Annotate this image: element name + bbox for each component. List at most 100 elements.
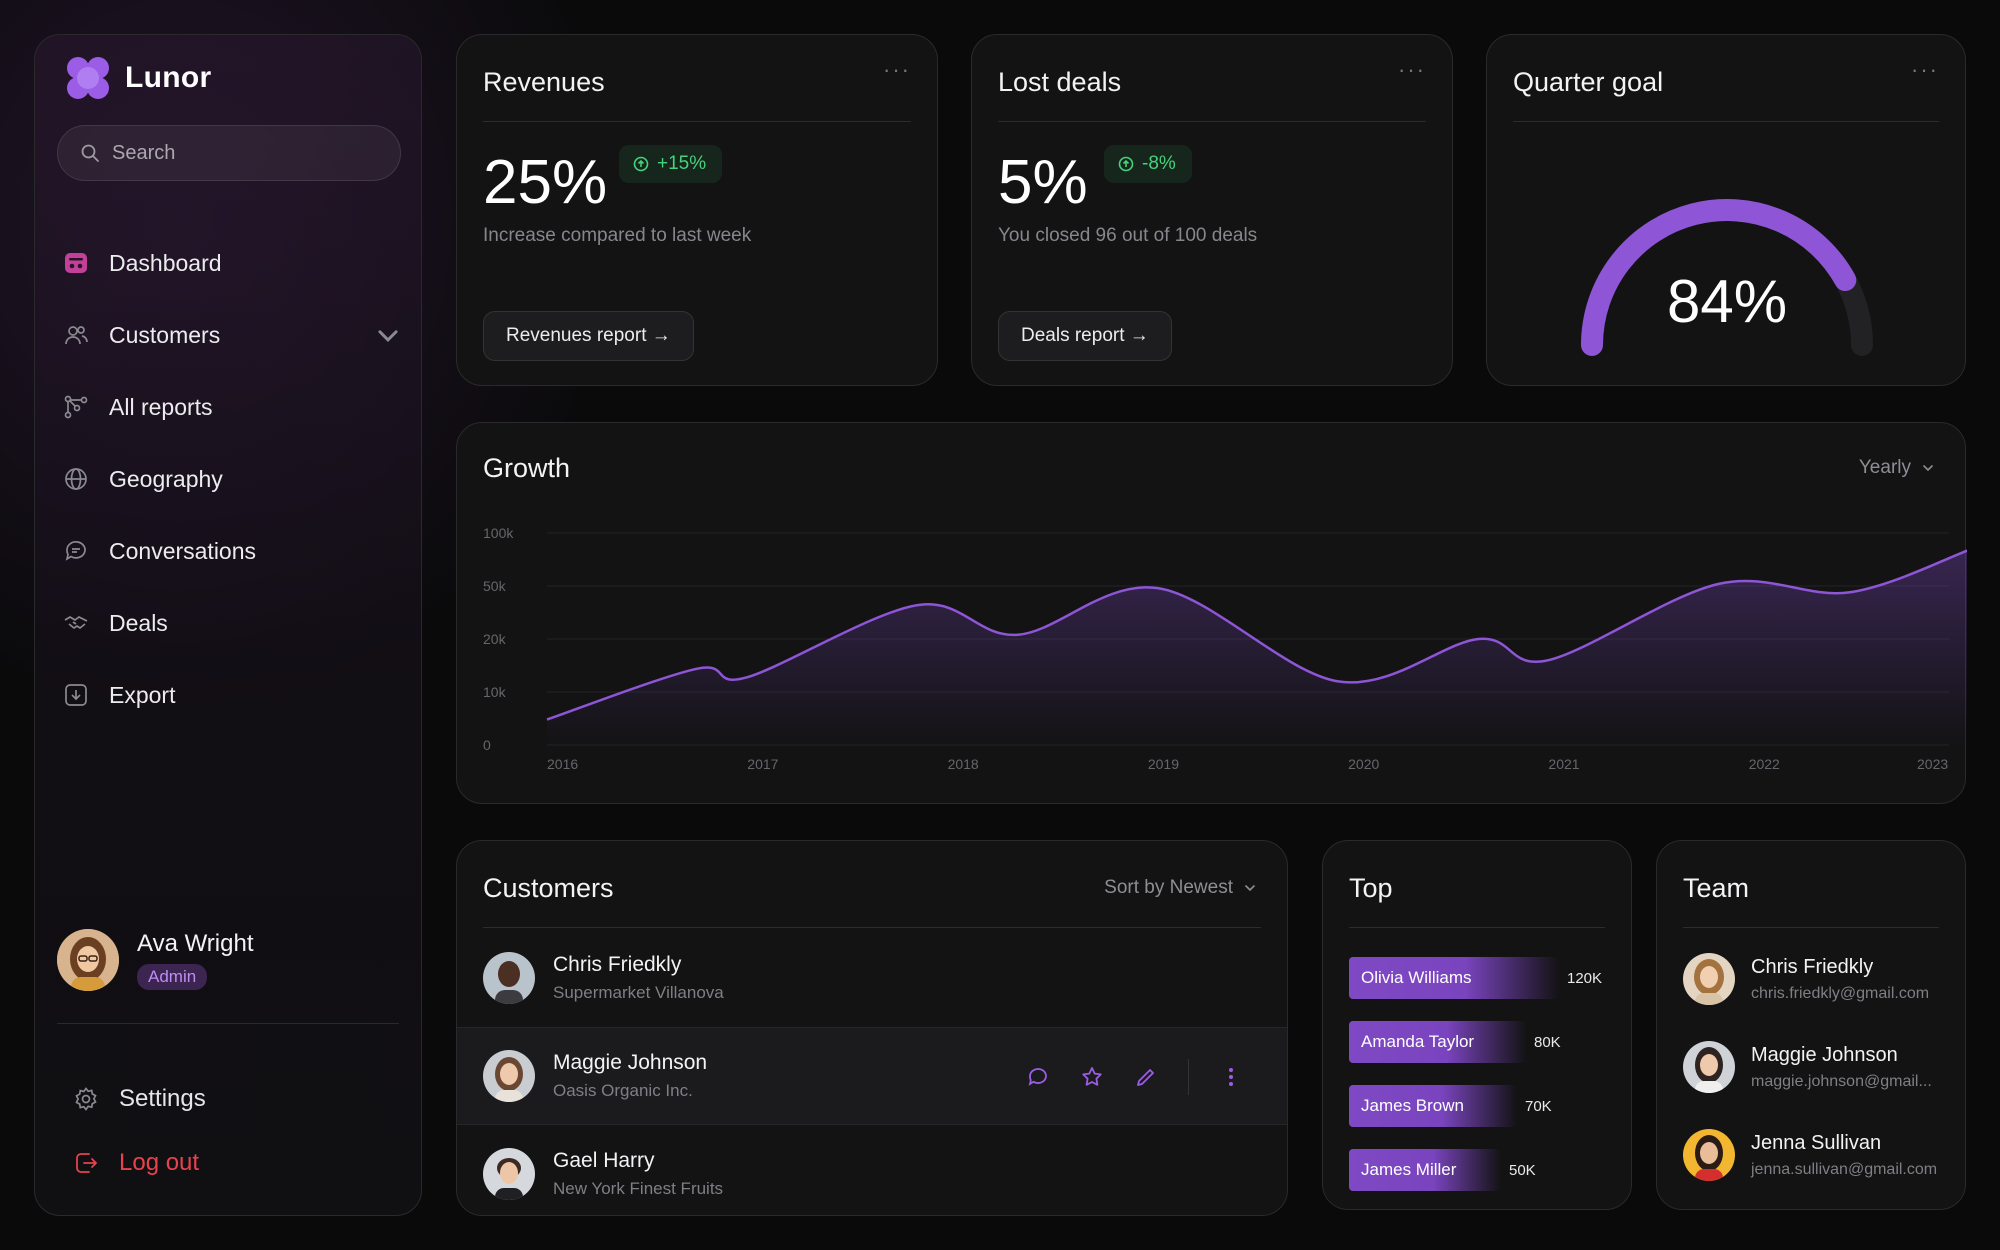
card-title: Top — [1349, 873, 1393, 903]
change-badge: -8% — [1104, 145, 1192, 183]
sidebar-item-conversations[interactable]: Conversations — [61, 515, 401, 587]
team-member[interactable]: Jenna Sullivan jenna.sullivan@gmail.com — [1683, 1129, 1937, 1181]
card-title: Quarter goal — [1513, 67, 1664, 97]
star-icon[interactable] — [1080, 1065, 1104, 1089]
divider — [57, 1023, 399, 1024]
team-member[interactable]: Maggie Johnson maggie.johnson@gmail... — [1683, 1041, 1932, 1093]
period-select[interactable]: Yearly — [1859, 457, 1935, 479]
member-name: Maggie Johnson — [1751, 1043, 1898, 1066]
edit-icon[interactable] — [1134, 1065, 1158, 1089]
team-member[interactable]: Chris Friedkly chris.friedkly@gmail.com — [1683, 953, 1929, 1005]
avatar — [1683, 1129, 1735, 1181]
sidebar-item-label: Deals — [109, 609, 168, 636]
sidebar-item-label: Customers — [109, 321, 221, 348]
handshake-icon — [64, 616, 88, 630]
card-title: Customers — [483, 873, 614, 903]
customer-company: New York Finest Fruits — [553, 1179, 724, 1198]
chevron-down-icon[interactable] — [375, 322, 401, 348]
lost-deals-card: Lost deals ··· 5% -8% You closed 96 out … — [971, 34, 1453, 386]
lost-deals-subtitle: You closed 96 out of 100 deals — [998, 225, 1258, 246]
top-bar-value: 120K — [1567, 969, 1603, 987]
sidebar-item-geography[interactable]: Geography — [61, 443, 401, 515]
top-bar-row[interactable]: James Brown 70K — [1349, 1085, 1552, 1127]
revenues-card: Revenues ··· 25% +15% Increase compared … — [456, 34, 938, 386]
x-tick-label: 2020 — [1348, 756, 1379, 772]
top-bar-row[interactable]: Amanda Taylor 80K — [1349, 1021, 1561, 1063]
sidebar-item-dashboard[interactable]: Dashboard — [61, 227, 401, 299]
sidebar-item-deals[interactable]: Deals — [61, 587, 401, 659]
card-title: Team — [1683, 873, 1750, 903]
change-value: +15% — [657, 153, 707, 174]
customer-name: Maggie Johnson — [553, 1051, 708, 1074]
card-title: Lost deals — [998, 67, 1122, 97]
top-bar-row[interactable]: Olivia Williams 120K — [1349, 957, 1602, 999]
profile-name: Ava Wright — [137, 930, 254, 957]
top-bar-value: 70K — [1525, 1097, 1552, 1115]
sidebar-item-customers[interactable]: Customers — [61, 299, 401, 371]
x-tick-label: 2018 — [948, 756, 979, 772]
top-bar-row[interactable]: James Miller 50K — [1349, 1149, 1536, 1191]
customer-company: Supermarket Villanova — [553, 983, 724, 1002]
table-row[interactable]: Maggie Johnson Oasis Organic Inc. — [457, 1027, 1287, 1125]
change-badge: +15% — [619, 145, 723, 183]
top-card: Top Olivia Williams 120K Amanda Taylor 80K J… — [1322, 840, 1632, 1210]
sort-label: Sort by Newest — [1104, 877, 1233, 898]
top-bar: James Miller — [1349, 1149, 1501, 1191]
x-tick-label: 2016 — [547, 756, 578, 772]
sort-select[interactable]: Sort by Newest — [1104, 877, 1257, 899]
logo[interactable]: Lunor — [67, 57, 211, 99]
users-icon — [65, 326, 88, 345]
growth-chart: 100k 50k 20k 10k 0 2016 2017 2018 2019 2020 2021 2… — [483, 525, 1967, 772]
deals-report-button[interactable]: Deals report → — [998, 311, 1172, 361]
customer-name: Chris Friedkly — [553, 953, 682, 976]
card-title: Revenues — [483, 67, 605, 97]
search-icon — [81, 144, 99, 162]
y-tick-label: 10k — [483, 684, 507, 700]
goal-value: 84% — [1666, 268, 1788, 335]
arrow-up-circle-icon — [633, 156, 649, 172]
y-tick-label: 100k — [483, 525, 514, 541]
member-name: Jenna Sullivan — [1751, 1131, 1882, 1154]
settings-button[interactable]: Settings — [73, 1085, 206, 1113]
avatar — [1683, 1041, 1735, 1093]
sidebar-item-label: Conversations — [109, 537, 257, 564]
sidebar-item-label: Dashboard — [109, 249, 222, 276]
growth-card: Growth Yearly 100k 50k 20k 10k 0 2016 2017 201… — [456, 422, 1967, 804]
table-row[interactable]: Chris Friedkly Supermarket Villanova — [457, 929, 1287, 1027]
period-label: Yearly — [1858, 457, 1911, 478]
chevron-down-icon — [1245, 885, 1255, 892]
table-row[interactable]: Gael Harry New York Finest Fruits — [457, 1125, 1287, 1215]
row-actions — [1026, 1028, 1243, 1126]
logout-button[interactable]: Log out — [73, 1149, 199, 1177]
sidebar-item-export[interactable]: Export — [61, 659, 401, 731]
settings-label: Settings — [119, 1085, 206, 1112]
member-email: jenna.sullivan@gmail.com — [1751, 1160, 1938, 1178]
more-vertical-icon[interactable] — [1219, 1065, 1243, 1089]
revenues-report-button[interactable]: Revenues report → — [483, 311, 694, 361]
user-profile[interactable]: Ava Wright Admin — [57, 929, 254, 991]
more-icon[interactable]: ··· — [883, 57, 911, 82]
divider — [483, 121, 911, 122]
gear-icon — [75, 1087, 97, 1111]
search-input[interactable] — [112, 141, 372, 165]
search-box[interactable] — [57, 125, 401, 181]
member-email: maggie.johnson@gmail... — [1751, 1072, 1932, 1090]
divider — [483, 927, 1261, 928]
quarter-goal-card: Quarter goal ··· 84% — [1486, 34, 1966, 386]
message-icon[interactable] — [1026, 1065, 1050, 1089]
sidebar-item-all-reports[interactable]: All reports — [61, 371, 401, 443]
avatar — [483, 1148, 535, 1200]
goal-gauge — [1581, 199, 1873, 356]
logout-label: Log out — [119, 1149, 200, 1176]
divider — [1683, 927, 1939, 928]
customers-card: Customers Sort by Newest Chris Friedkly … — [456, 840, 1288, 1216]
change-value: -8% — [1142, 153, 1176, 174]
more-icon[interactable]: ··· — [1911, 57, 1939, 82]
customer-company: Oasis Organic Inc. — [553, 1081, 693, 1100]
more-icon[interactable]: ··· — [1398, 57, 1426, 82]
arrow-up-circle-icon — [1118, 156, 1134, 172]
chat-icon — [65, 541, 86, 561]
sidebar-item-label: All reports — [109, 393, 213, 420]
sidebar-nav: Dashboard Customers All reports Geograph… — [61, 227, 401, 731]
y-tick-label: 20k — [483, 631, 507, 647]
